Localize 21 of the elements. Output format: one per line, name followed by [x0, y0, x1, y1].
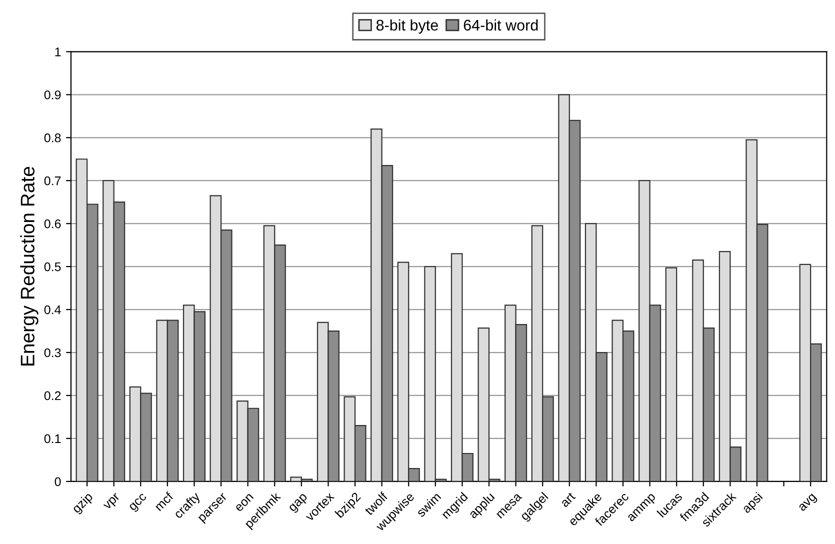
y-tick-label: 0.3 [44, 348, 61, 358]
y-tick-label: 0.7 [44, 176, 61, 186]
x-tick-label: gcc [128, 493, 149, 513]
y-tick-label: 0.1 [44, 434, 61, 444]
x-tick-label: mcf [154, 491, 174, 512]
x-tick-label: gzip [71, 492, 95, 516]
y-tick-label: 0.4 [44, 305, 61, 314]
y-tick-label: 0 [54, 477, 61, 486]
x-tick-label: gap [288, 493, 310, 514]
bar [665, 267, 678, 482]
y-tick-label: 0.6 [44, 219, 61, 228]
x-tick-label: vpr [103, 492, 122, 512]
x-tick-label: avg [798, 493, 818, 514]
y-axis-title: Energy Reduction Rate [20, 166, 38, 366]
y-tick-label: 1 [55, 48, 61, 56]
y-tick-label: 0.2 [44, 391, 61, 400]
y-tick-label: 0.9 [44, 90, 61, 100]
y-tick-label: 0.5 [44, 262, 61, 272]
y-tick-label: 0.8 [44, 133, 61, 142]
legend-label: 8-bit byte [376, 19, 438, 34]
legend-label: 64-bit word [464, 19, 538, 31]
